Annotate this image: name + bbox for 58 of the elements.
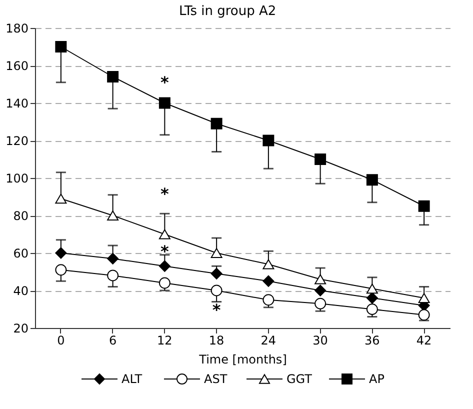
legend-label: AP xyxy=(369,372,384,386)
point xyxy=(418,200,430,212)
point xyxy=(107,210,119,221)
point xyxy=(107,252,119,264)
point xyxy=(314,284,326,296)
point xyxy=(158,260,170,272)
x-tick-label: 18 xyxy=(208,334,224,348)
y-tick-label: 140 xyxy=(6,96,28,110)
point xyxy=(210,248,222,258)
x-tick-label: 6 xyxy=(108,334,117,348)
annotation: * xyxy=(160,242,170,262)
point xyxy=(210,284,222,296)
point xyxy=(55,264,67,276)
point xyxy=(107,71,119,82)
point xyxy=(107,270,119,282)
point xyxy=(158,277,170,289)
x-tick-label: 12 xyxy=(157,334,172,348)
legend-label: ALT xyxy=(122,372,143,386)
x-axis-title: Time [months] xyxy=(198,352,287,366)
point xyxy=(366,174,378,186)
point xyxy=(210,118,222,130)
point xyxy=(55,247,67,259)
x-tick-label: 0 xyxy=(57,334,65,348)
point xyxy=(366,284,378,294)
point xyxy=(158,97,170,109)
y-tick-label: 60 xyxy=(13,246,28,260)
chart-title: LTs in group A2 xyxy=(178,4,276,19)
annotation: * xyxy=(212,300,222,320)
x-tick-label: 24 xyxy=(260,334,276,348)
point xyxy=(418,309,430,321)
legend-label: GGT xyxy=(286,372,313,386)
x-tick-label: 30 xyxy=(312,334,328,348)
point xyxy=(314,274,326,284)
annotation: * xyxy=(160,184,170,204)
y-tick-label: 20 xyxy=(13,322,28,336)
point xyxy=(55,194,67,204)
point xyxy=(314,154,326,165)
point xyxy=(55,41,67,52)
y-tick-label: 40 xyxy=(13,284,28,298)
y-tick-label: 80 xyxy=(13,209,28,223)
y-tick-label: 100 xyxy=(6,172,28,186)
y-tick-label: 120 xyxy=(6,134,28,148)
point xyxy=(366,304,378,315)
y-tick-label: 180 xyxy=(6,22,28,36)
x-tick-label: 42 xyxy=(416,334,432,348)
y-tick-label: 160 xyxy=(6,59,28,73)
x-tick-label: 36 xyxy=(364,334,380,348)
point xyxy=(418,292,430,304)
point xyxy=(366,292,378,304)
point xyxy=(262,275,274,287)
point xyxy=(158,229,170,240)
point xyxy=(314,298,326,310)
point xyxy=(262,259,274,270)
point xyxy=(262,134,274,146)
annotation: * xyxy=(160,73,170,92)
legend-label: AST xyxy=(204,372,228,386)
point xyxy=(210,268,222,280)
point xyxy=(262,294,274,306)
